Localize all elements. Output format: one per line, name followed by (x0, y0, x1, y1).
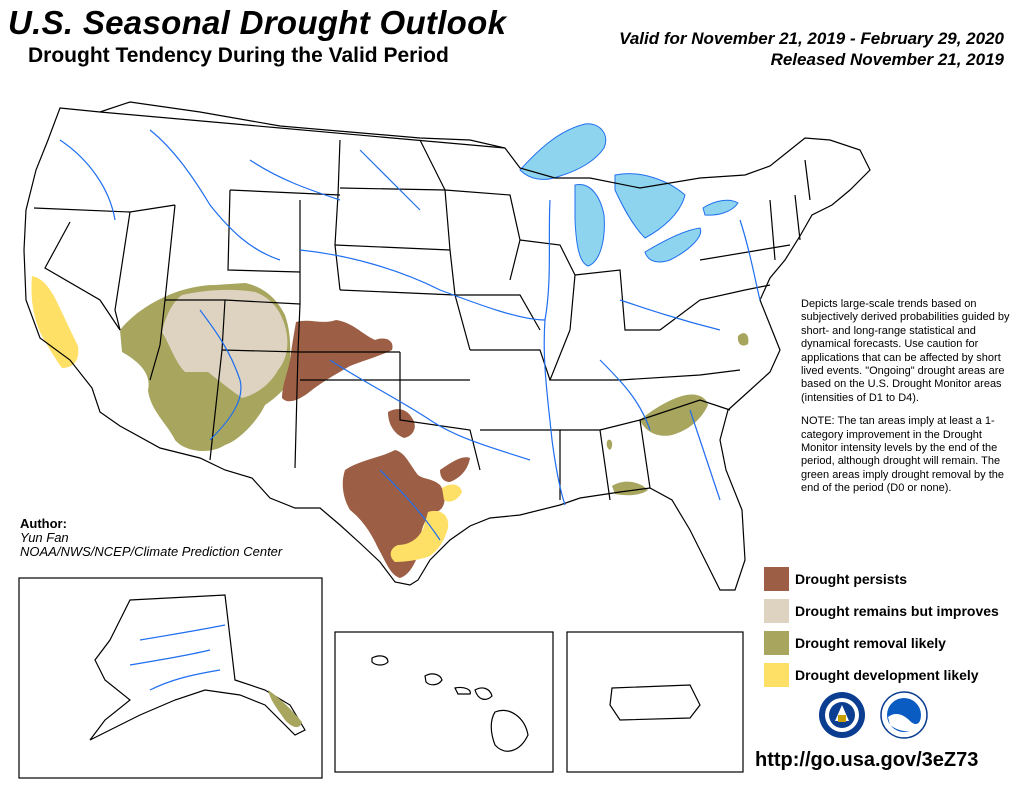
conus-outline (23, 101, 871, 591)
region-improves-great-basin (162, 289, 288, 398)
region-removal-virginia (737, 333, 749, 346)
legend-label: Drought remains but improves (795, 603, 999, 619)
valid-period: Valid for November 21, 2019 - February 2… (619, 29, 1004, 48)
legend-item: Drought persists (764, 563, 999, 595)
legend-item: Drought development likely (764, 659, 999, 691)
alaska-panhandle-removal (268, 690, 302, 728)
legend-swatch-persists (764, 567, 789, 591)
author-name: Yun Fan (20, 530, 69, 545)
legend-label: Drought persists (795, 571, 908, 587)
lake-erie (644, 227, 702, 263)
nws-logo-icon (819, 692, 865, 738)
legend-item: Drought removal likely (764, 627, 999, 659)
hawaii-inset (334, 631, 554, 773)
description-text: Depicts large-scale trends based on subj… (801, 298, 1013, 506)
lake-huron (614, 173, 686, 239)
legend-label: Drought development likely (795, 667, 979, 683)
hawaii-frame (334, 631, 554, 773)
noaa-logo-icon (880, 691, 928, 739)
legend-swatch-improves (764, 599, 789, 623)
legend-label: Drought removal likely (795, 635, 946, 651)
description-paragraph-1: Depicts large-scale trends based on subj… (801, 298, 1010, 404)
region-persists-texas-east (440, 457, 470, 482)
description-paragraph-2: NOTE: The tan areas imply at least a 1-c… (801, 415, 1004, 495)
region-removal-georgia (640, 394, 708, 436)
rivers (59, 129, 761, 541)
region-development-texas-east (442, 484, 462, 502)
borders (23, 101, 871, 591)
region-removal-alabama (606, 439, 613, 450)
region-persists-oklahoma (388, 409, 415, 438)
lake-michigan (574, 184, 605, 267)
region-development-california (31, 276, 79, 368)
author-block: Author: Yun Fan NOAA/NWS/NCEP/Climate Pr… (20, 517, 282, 559)
legend-swatch-development (764, 663, 789, 687)
lake-superior (519, 123, 607, 180)
lake-ontario (702, 199, 739, 216)
region-development-texas-coast (390, 510, 449, 562)
puerto-rico-inset (566, 631, 744, 773)
region-persists-colorado (282, 320, 393, 402)
legend-item: Drought remains but improves (764, 595, 999, 627)
map-subtitle: Drought Tendency During the Valid Period (28, 44, 449, 67)
alaska-frame (18, 577, 323, 779)
great-lakes (519, 123, 739, 267)
author-label: Author: (20, 516, 67, 531)
outlook-url: http://go.usa.gov/3eZ73 (755, 749, 979, 771)
alaska-inset (18, 577, 323, 779)
puerto-rico-outline (609, 684, 701, 721)
release-date: Released November 21, 2019 (770, 50, 1004, 69)
legend: Drought persists Drought remains but imp… (764, 563, 999, 691)
author-organization: NOAA/NWS/NCEP/Climate Prediction Center (20, 544, 283, 559)
map-title: U.S. Seasonal Drought Outlook (8, 4, 507, 41)
legend-swatch-removal (764, 631, 789, 655)
